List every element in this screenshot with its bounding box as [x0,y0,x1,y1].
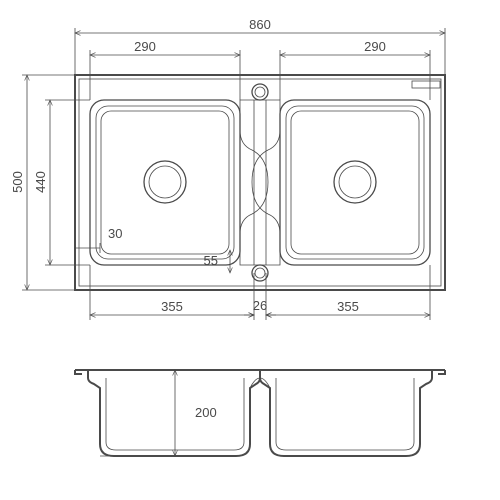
dims-inner: 30 55 [75,226,230,273]
dim-bottom-left: 355 [161,299,183,314]
dim-bottom-right: 355 [337,299,359,314]
dims-bottom: 355 26 355 [90,265,430,320]
dims-left: 500 440 [10,75,90,290]
section-view: 200 [75,370,445,456]
dim-inner-h: 440 [33,171,48,193]
left-drain [144,161,186,203]
center-bridge [240,84,280,281]
sink-rim [79,79,441,286]
section-right-basin [260,370,432,456]
dim-overall-w: 860 [249,17,271,32]
tap-hole-top [252,84,268,100]
dim-depth: 200 [195,405,217,420]
plan-view [75,75,445,290]
dim-overall-h: 500 [10,171,25,193]
dim-right-bowl-w: 290 [364,39,386,54]
sink-outer [75,75,445,290]
dims-top: 860 290 290 [75,17,445,100]
dim-left-bowl-w: 290 [134,39,156,54]
right-bowl [280,100,430,265]
dim-bottom-divider: 26 [253,298,267,313]
brand-plate [412,81,440,88]
dim-divider-h: 55 [204,253,218,268]
section-left-basin [88,370,260,456]
right-drain [334,161,376,203]
dim-inset: 30 [108,226,122,241]
